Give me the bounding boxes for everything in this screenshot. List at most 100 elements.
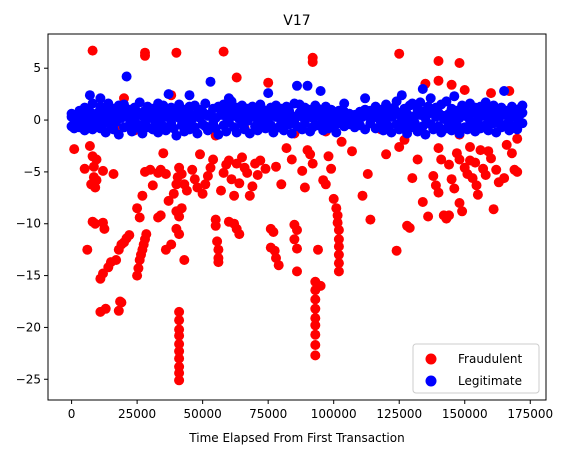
plot-area (66, 45, 528, 386)
x-tick-label: 150000 (442, 407, 488, 421)
data-point-fraudulent (475, 145, 486, 156)
data-point-fraudulent (310, 350, 321, 361)
data-point-fraudulent (433, 56, 444, 66)
data-point-fraudulent (86, 179, 97, 190)
data-point-fraudulent (499, 173, 510, 184)
data-point-fraudulent (79, 163, 90, 174)
data-point-fraudulent (160, 169, 171, 179)
data-point-fraudulent (174, 229, 185, 240)
data-point-fraudulent (394, 142, 405, 152)
data-point-fraudulent (423, 211, 434, 222)
data-point-legitimate (417, 84, 428, 94)
data-point-legitimate (339, 98, 350, 109)
x-axis-title: Time Elapsed From First Transaction (188, 431, 404, 445)
data-point-fraudulent (174, 346, 185, 357)
data-point-legitimate (95, 93, 106, 104)
data-point-fraudulent (446, 79, 457, 90)
data-point-fraudulent (286, 154, 297, 165)
data-point-legitimate (517, 100, 528, 111)
y-tick-label: −5 (23, 165, 41, 179)
data-point-fraudulent (100, 303, 111, 314)
data-point-fraudulent (305, 149, 316, 160)
data-point-fraudulent (310, 294, 321, 305)
data-point-fraudulent (465, 142, 475, 152)
data-point-fraudulent (69, 144, 80, 155)
data-points-layer (66, 45, 528, 386)
data-point-fraudulent (231, 72, 242, 83)
data-point-fraudulent (320, 179, 331, 190)
data-point-legitimate (483, 125, 494, 136)
data-point-fraudulent (449, 183, 460, 194)
data-point-fraudulent (176, 203, 187, 214)
data-point-fraudulent (113, 305, 124, 316)
data-point-legitimate (449, 91, 460, 102)
data-point-fraudulent (271, 161, 281, 172)
data-point-legitimate (292, 80, 302, 91)
y-tick-label: −10 (16, 217, 41, 231)
data-point-legitimate (286, 128, 297, 139)
data-point-legitimate (417, 121, 428, 132)
data-point-fraudulent (216, 185, 226, 196)
data-point-fraudulent (365, 214, 376, 225)
data-point-fraudulent (255, 155, 266, 166)
data-point-legitimate (441, 96, 452, 107)
data-point-fraudulent (433, 187, 444, 198)
data-point-fraudulent (459, 85, 470, 95)
data-point-fraudulent (195, 149, 205, 160)
data-point-fraudulent (486, 153, 496, 164)
data-point-fraudulent (91, 154, 102, 165)
data-point-fraudulent (140, 50, 150, 61)
data-point-fraudulent (444, 210, 454, 221)
data-point-fraudulent (166, 239, 177, 250)
y-tick-label: 0 (33, 113, 41, 127)
data-point-fraudulent (357, 190, 368, 201)
data-point-fraudulent (472, 189, 483, 200)
data-point-fraudulent (99, 223, 110, 234)
data-point-fraudulent (428, 171, 439, 181)
chart-title: V17 (283, 13, 310, 29)
y-tick-label: 5 (33, 61, 41, 75)
data-point-legitimate (517, 107, 528, 118)
data-point-fraudulent (208, 154, 219, 165)
data-point-fraudulent (512, 166, 523, 177)
data-point-fraudulent (134, 212, 145, 223)
data-point-fraudulent (132, 203, 143, 214)
data-point-fraudulent (174, 211, 185, 222)
data-point-fraudulent (155, 210, 166, 221)
legend-label-legitimate: Legitimate (458, 374, 522, 388)
data-point-legitimate (244, 128, 255, 139)
data-point-legitimate (231, 127, 242, 138)
x-tick-label: 100000 (311, 407, 357, 421)
data-point-legitimate (396, 90, 407, 101)
data-point-legitimate (263, 88, 274, 99)
data-point-fraudulent (394, 48, 405, 59)
data-point-fraudulent (512, 133, 523, 144)
data-point-legitimate (409, 118, 420, 129)
data-point-fraudulent (336, 136, 347, 147)
data-point-fraudulent (124, 230, 135, 241)
data-point-fraudulent (141, 229, 152, 240)
data-point-legitimate (158, 100, 169, 111)
legend-marker-legitimate (425, 375, 437, 387)
data-point-fraudulent (174, 339, 185, 349)
data-point-legitimate (252, 125, 263, 136)
data-point-fraudulent (299, 182, 310, 193)
data-point-fraudulent (506, 148, 517, 159)
data-point-fraudulent (82, 244, 93, 255)
legend-marker-fraudulent (425, 353, 437, 365)
data-point-legitimate (360, 93, 371, 104)
data-point-fraudulent (90, 218, 101, 229)
data-point-legitimate (331, 127, 342, 138)
data-point-legitimate (205, 76, 216, 87)
y-axis: −25 −20 −15 −10 −5 0 5 (16, 61, 48, 386)
data-point-fraudulent (323, 151, 334, 162)
data-point-fraudulent (276, 179, 287, 190)
data-point-legitimate (223, 93, 234, 104)
data-point-fraudulent (417, 197, 428, 207)
data-point-fraudulent (333, 266, 344, 277)
data-point-legitimate (499, 86, 510, 96)
series-fraudulent (69, 45, 523, 386)
x-tick-label: 0 (68, 407, 76, 421)
data-point-fraudulent (237, 152, 247, 163)
data-point-fraudulent (244, 190, 255, 201)
